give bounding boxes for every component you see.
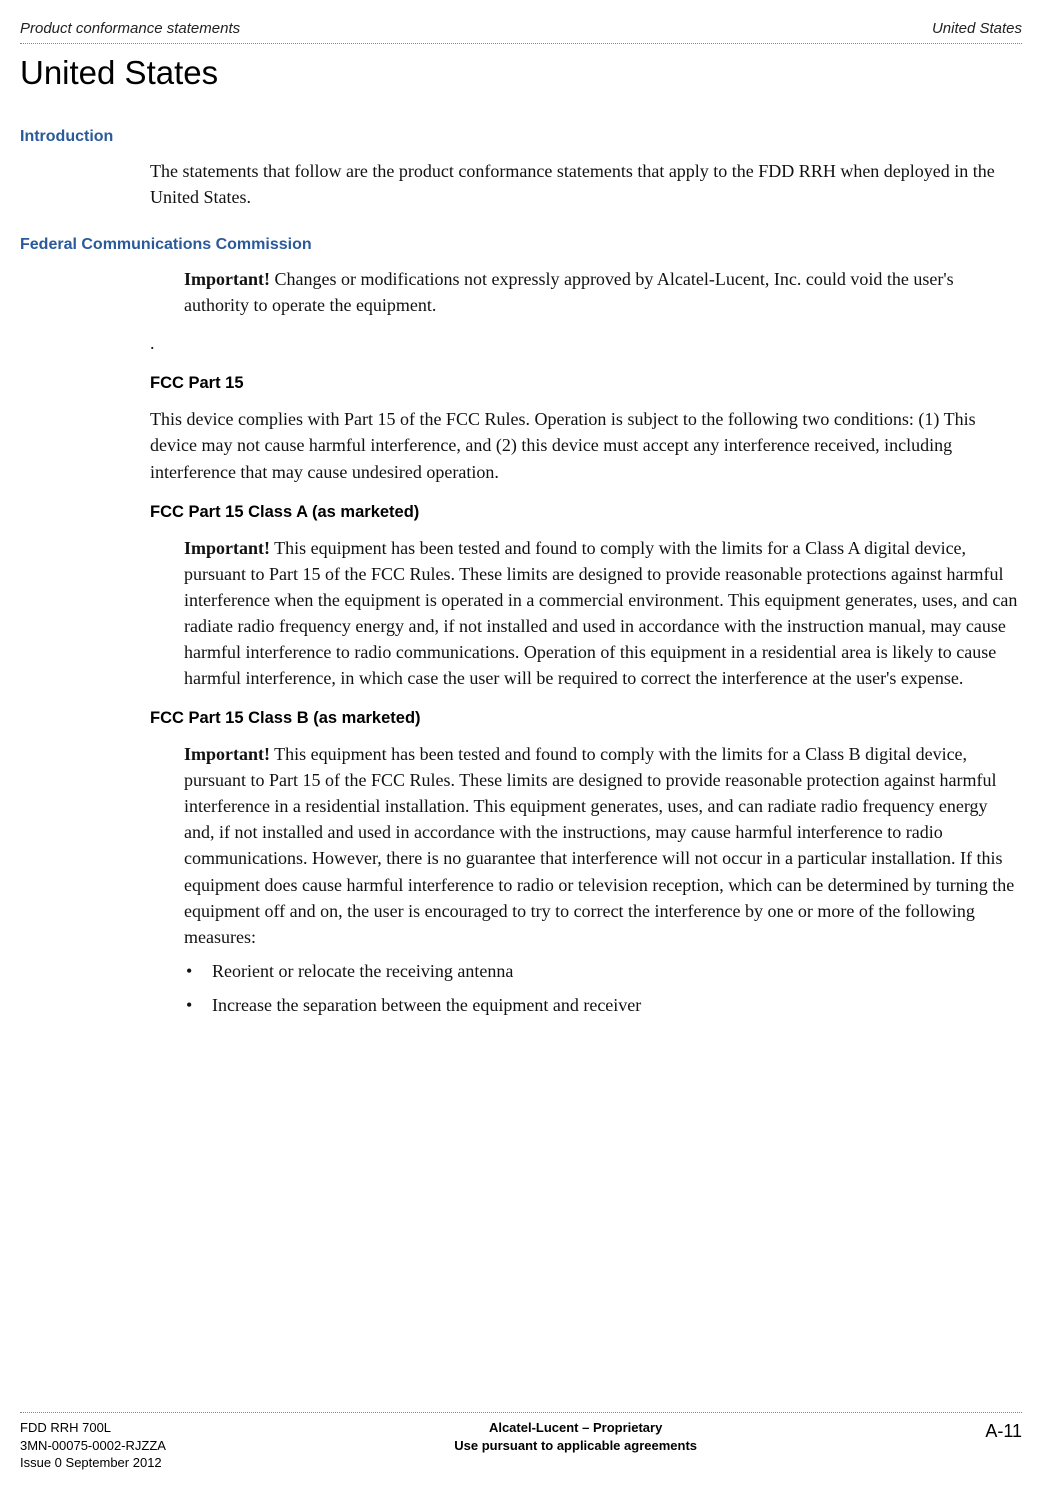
section-head-introduction: Introduction	[20, 128, 1022, 146]
header-right: United States	[932, 20, 1022, 37]
important-label: Important!	[184, 744, 270, 764]
classB-block: Important! This equipment has been teste…	[184, 741, 1022, 950]
section-head-fcc: Federal Communications Commission	[20, 236, 1022, 254]
classA-block: Important! This equipment has been teste…	[184, 535, 1022, 692]
footer-rule	[20, 1412, 1022, 1413]
part15-text: This device complies with Part 15 of the…	[150, 406, 1022, 484]
page-title: United States	[20, 54, 1022, 92]
footer-left-line2: 3MN-00075-0002-RJZZA	[20, 1437, 166, 1455]
footer-center-line1: Alcatel-Lucent – Proprietary	[454, 1419, 697, 1437]
list-item: Increase the separation between the equi…	[184, 992, 1022, 1018]
classB-bullets: Reorient or relocate the receiving anten…	[184, 958, 1022, 1018]
important-label: Important!	[184, 269, 270, 289]
footer-left-line1: FDD RRH 700L	[20, 1419, 166, 1437]
classB-text: This equipment has been tested and found…	[184, 744, 1014, 947]
subhead-part15: FCC Part 15	[150, 372, 1022, 396]
footer-page-number: A-11	[985, 1419, 1022, 1443]
subhead-classA: FCC Part 15 Class A (as marketed)	[150, 501, 1022, 525]
fcc-important: Important! Changes or modifications not …	[184, 266, 1022, 318]
important-label: Important!	[184, 538, 270, 558]
footer-center-line2: Use pursuant to applicable agreements	[454, 1437, 697, 1455]
classA-text: This equipment has been tested and found…	[184, 538, 1017, 688]
list-item: Reorient or relocate the receiving anten…	[184, 958, 1022, 984]
intro-text: The statements that follow are the produ…	[150, 158, 1022, 210]
intro-body: The statements that follow are the produ…	[150, 158, 1022, 210]
footer-left: FDD RRH 700L 3MN-00075-0002-RJZZA Issue …	[20, 1419, 166, 1472]
subhead-classB: FCC Part 15 Class B (as marketed)	[150, 707, 1022, 731]
header-rule	[20, 43, 1022, 44]
page-footer: FDD RRH 700L 3MN-00075-0002-RJZZA Issue …	[20, 1412, 1022, 1472]
footer-center: Alcatel-Lucent – Proprietary Use pursuan…	[454, 1419, 697, 1454]
footer-left-line3: Issue 0 September 2012	[20, 1454, 166, 1472]
running-header: Product conformance statements United St…	[20, 20, 1022, 37]
stray-dot: .	[150, 330, 1022, 356]
fcc-important-text: Changes or modifications not expressly a…	[184, 269, 954, 315]
header-left: Product conformance statements	[20, 20, 240, 37]
fcc-body: Important! Changes or modifications not …	[150, 266, 1022, 1018]
